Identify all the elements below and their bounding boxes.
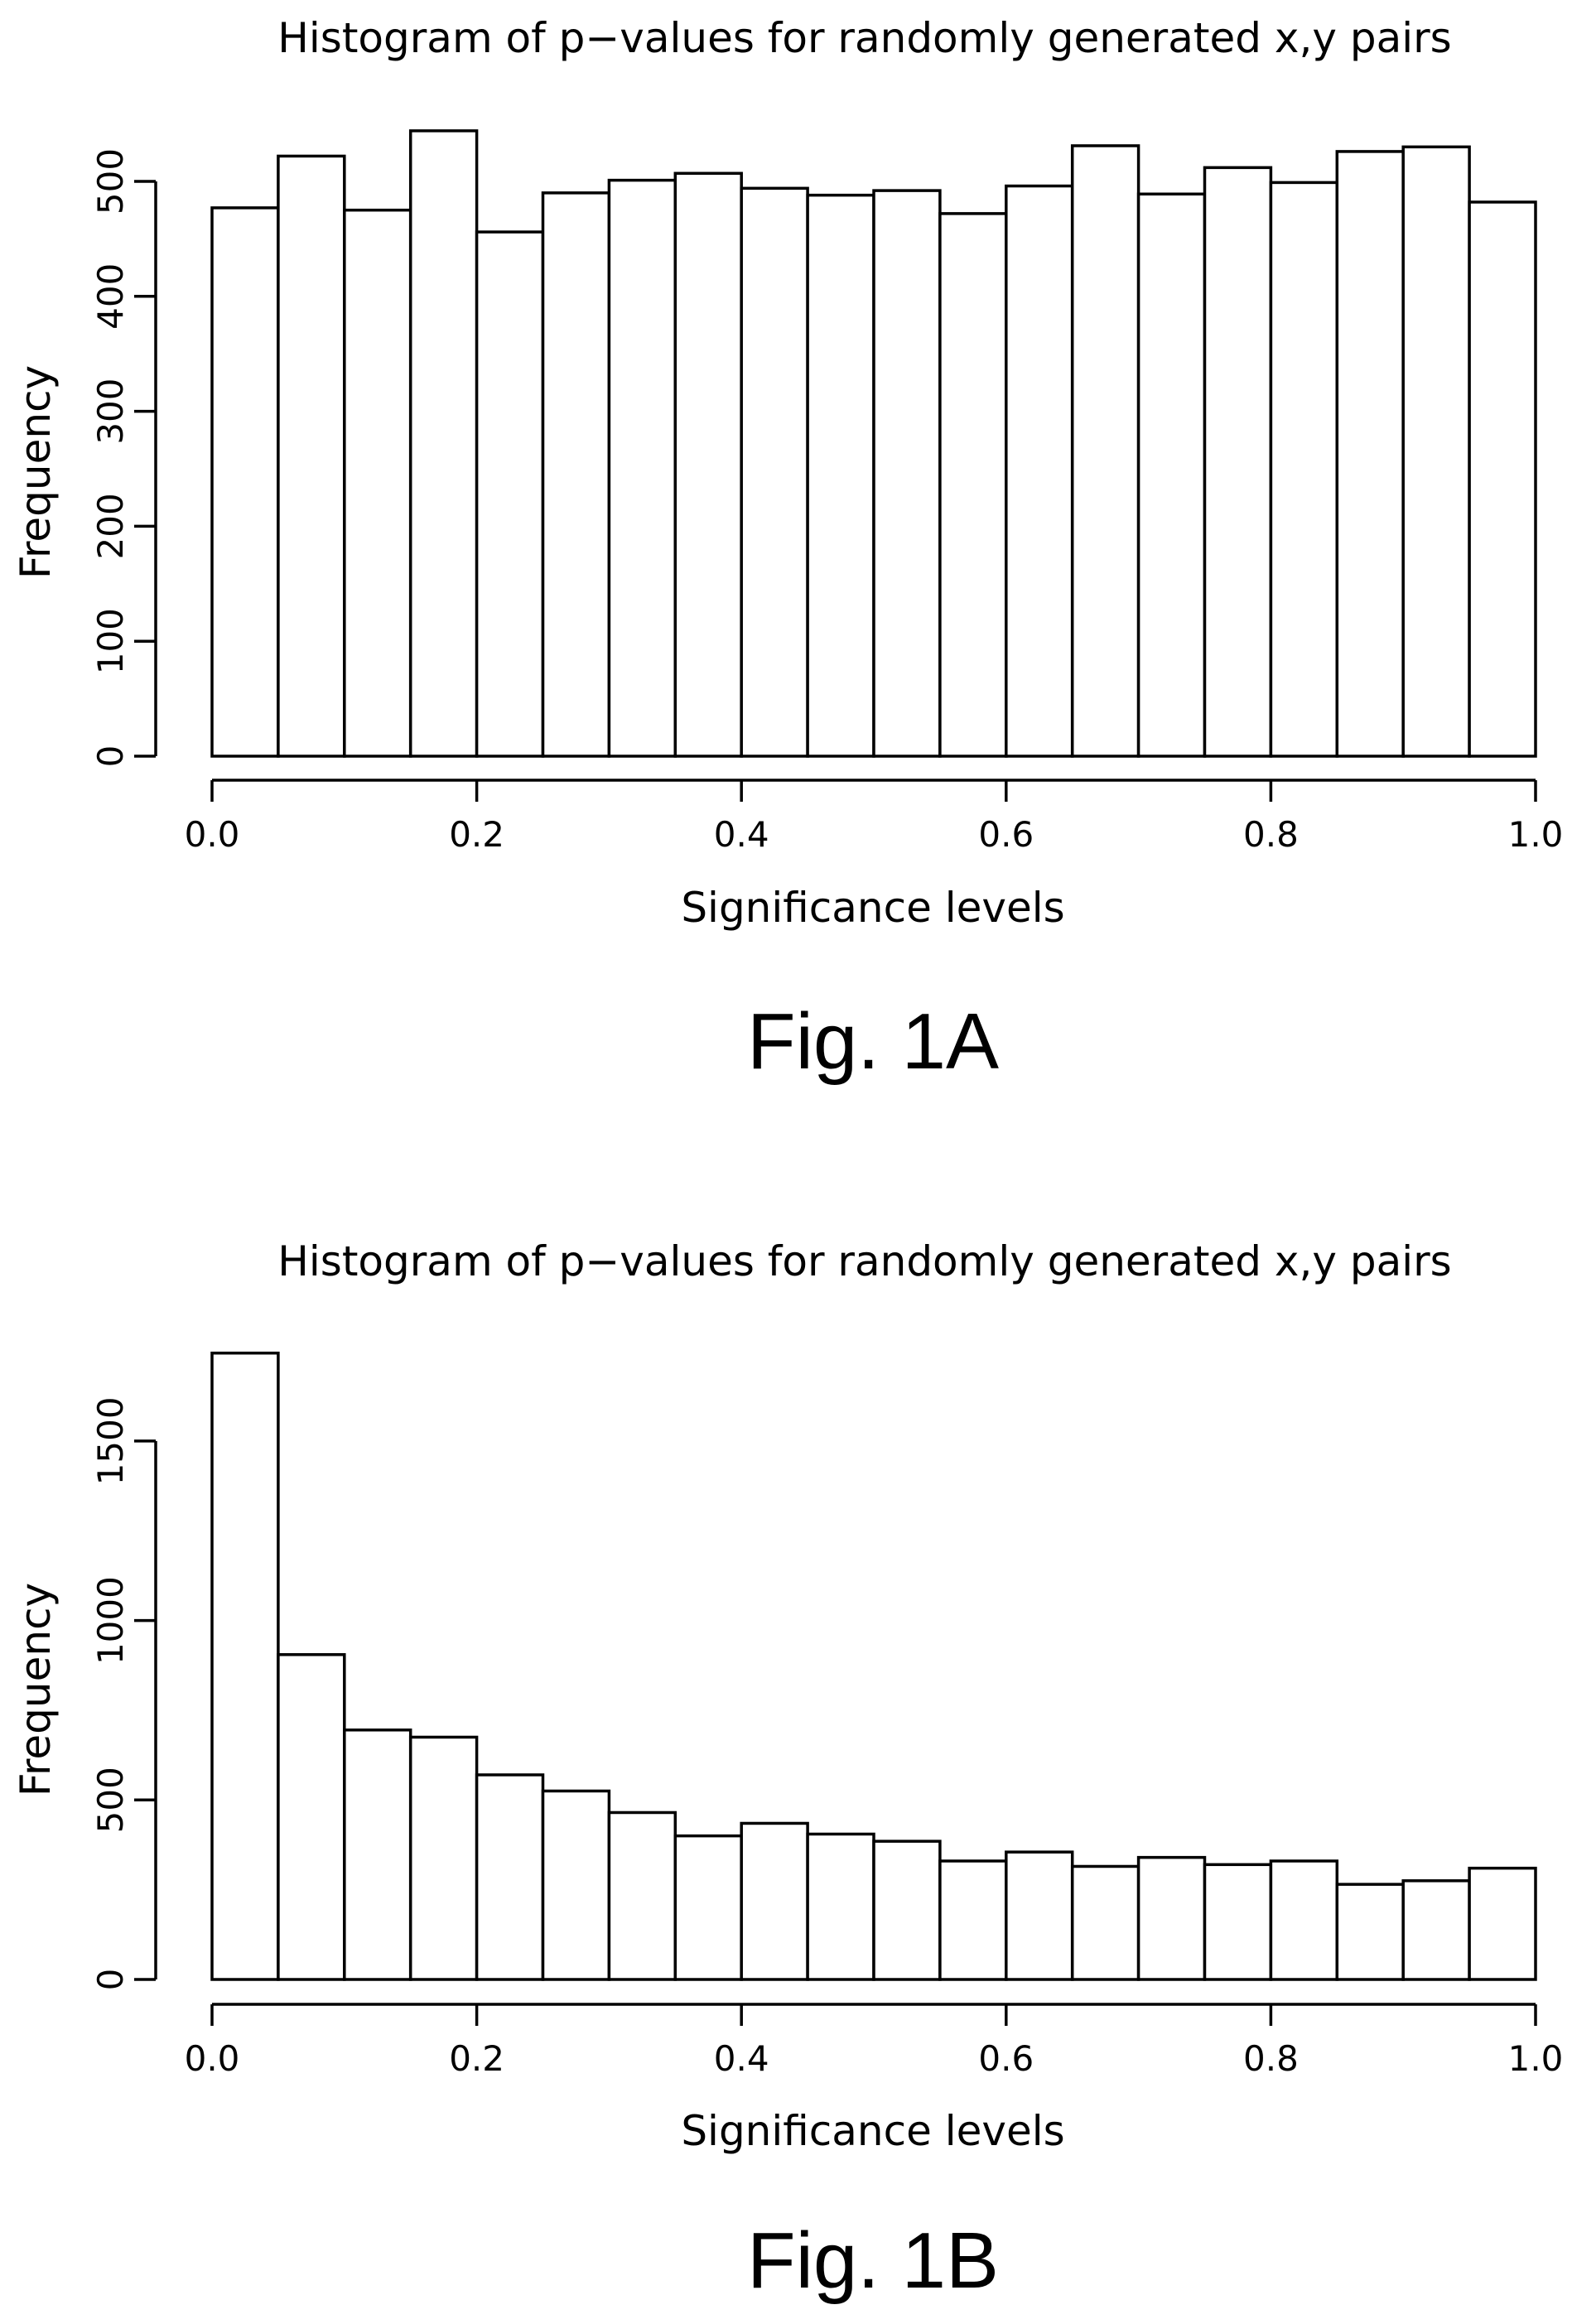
histogram-bar [1269, 1859, 1339, 1981]
x-tick-label: 1.0 [1508, 2038, 1564, 2079]
histogram-bar [1269, 181, 1339, 758]
histogram-bar [277, 1653, 346, 1981]
chart-title: Histogram of p−values for randomly gener… [277, 14, 1451, 62]
x-tick-label: 0.8 [1243, 2038, 1299, 2079]
x-tick-label: 1.0 [1508, 814, 1564, 855]
y-tick-label: 1500 [90, 1396, 131, 1485]
chart-title: Histogram of p−values for randomly gener… [277, 1237, 1451, 1285]
x-tick-label: 0.6 [978, 2038, 1034, 2079]
histogram-bar [607, 1811, 678, 1981]
y-axis-label: Frequency [12, 1583, 60, 1796]
y-tick-label: 0 [90, 745, 131, 768]
histogram-bar [1203, 166, 1273, 758]
histogram-bar [408, 129, 479, 758]
histogram-bar [673, 1834, 743, 1981]
histogram-bar [277, 154, 346, 758]
x-tick-label: 0.2 [449, 2038, 504, 2079]
histogram-bar [1335, 150, 1405, 758]
figure-caption: Fig. 1B [747, 2216, 999, 2305]
histogram-bar [1070, 144, 1140, 758]
histogram-bar [1005, 1850, 1074, 1981]
histogram-bar [541, 1789, 611, 1981]
histogram-bar [475, 1773, 545, 1981]
x-tick-label: 0.2 [449, 814, 504, 855]
histogram-bar [740, 1821, 809, 1981]
y-tick-label: 1000 [90, 1576, 131, 1665]
histogram-panel-b: Histogram of p−values for randomly gener… [12, 1237, 1563, 2305]
histogram-bar [475, 230, 545, 758]
x-tick-label: 0.4 [714, 814, 769, 855]
x-tick-label: 0.8 [1243, 814, 1299, 855]
y-tick-label: 200 [90, 493, 131, 559]
histogram-bar [1136, 1855, 1207, 1981]
bars [210, 1351, 1537, 1981]
histogram-bar [1136, 192, 1207, 758]
histogram-bar [806, 1832, 875, 1981]
histogram-bar [210, 1351, 280, 1981]
histogram-bar [1468, 1866, 1537, 1981]
histogram-bar [740, 186, 809, 758]
histogram-bar [1401, 1879, 1471, 1981]
histogram-bar [1468, 200, 1537, 758]
x-tick-label: 0.6 [978, 814, 1034, 855]
histogram-bar [1401, 145, 1471, 758]
histogram-bar [607, 178, 678, 758]
x-axis: 0.0 0.2 0.4 0.6 0.8 1.0 [185, 2003, 1564, 2079]
x-tick-label: 0.0 [185, 814, 240, 855]
histogram-bar [210, 206, 280, 758]
histogram-bar [673, 171, 743, 758]
x-axis-label: Significance levels [681, 2107, 1064, 2155]
histogram-panel-a: Histogram of p−values for randomly gener… [12, 14, 1563, 1086]
y-axis-label: Frequency [12, 365, 60, 579]
histogram-bar [872, 189, 942, 758]
figure-caption: Fig. 1A [747, 997, 999, 1086]
histogram-bar [1005, 184, 1074, 758]
y-tick-label: 100 [90, 608, 131, 674]
histogram-bar [343, 1729, 412, 1981]
x-axis: 0.0 0.2 0.4 0.6 0.8 1.0 [185, 779, 1564, 855]
x-tick-label: 0.0 [185, 2038, 240, 2079]
x-axis-label: Significance levels [681, 884, 1064, 932]
y-tick-label: 0 [90, 1969, 131, 1991]
histogram-bar [872, 1839, 942, 1981]
bars [210, 129, 1537, 758]
histogram-bar [1335, 1883, 1405, 1981]
histogram-bar [938, 212, 1008, 758]
y-axis: 0 500 1000 1500 [90, 1396, 157, 1991]
y-tick-label: 500 [90, 1767, 131, 1833]
y-axis: 0 100 200 300 400 500 [90, 148, 157, 768]
histogram-bar [541, 191, 611, 758]
histogram-bar [408, 1735, 479, 1981]
x-tick-label: 0.4 [714, 2038, 769, 2079]
histogram-bar [1070, 1864, 1140, 1981]
y-tick-label: 300 [90, 378, 131, 445]
y-tick-label: 400 [90, 263, 131, 330]
histogram-bar [343, 208, 412, 758]
y-tick-label: 500 [90, 148, 131, 215]
histogram-bar [938, 1859, 1008, 1981]
histogram-bar [806, 193, 875, 758]
histogram-bar [1203, 1863, 1273, 1981]
